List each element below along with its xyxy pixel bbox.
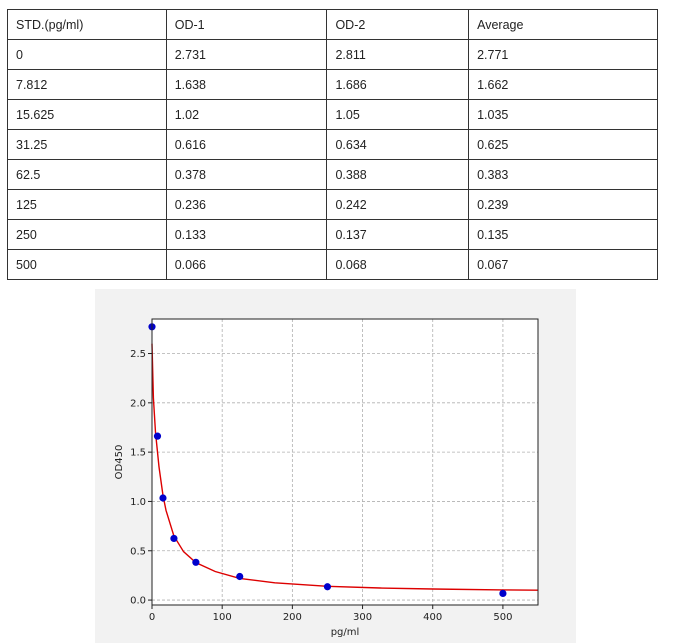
header-od2: OD-2 bbox=[326, 9, 470, 40]
table-row: 62.5 0.378 0.388 0.383 bbox=[7, 159, 658, 190]
cell-std: 62.5 bbox=[7, 159, 167, 190]
standard-curve-table: STD.(pg/ml) OD-1 OD-2 Average 0 2.731 2.… bbox=[7, 9, 658, 280]
x-tick-label: 0 bbox=[149, 612, 155, 623]
x-tick-label: 200 bbox=[283, 612, 302, 623]
table-row: 7.812 1.638 1.686 1.662 bbox=[7, 69, 658, 100]
y-tick-label: 0.5 bbox=[130, 546, 146, 557]
cell-average: 0.383 bbox=[468, 159, 658, 190]
cell-average: 0.067 bbox=[468, 249, 658, 280]
data-point bbox=[159, 494, 167, 502]
table-header-row: STD.(pg/ml) OD-1 OD-2 Average bbox=[7, 9, 658, 40]
cell-od1: 0.378 bbox=[165, 159, 328, 190]
cell-od2: 0.634 bbox=[326, 129, 470, 160]
data-point bbox=[499, 589, 507, 598]
table-row: 15.625 1.02 1.05 1.035 bbox=[7, 99, 658, 130]
fit-curve-layer bbox=[151, 343, 539, 591]
fit-curve-line bbox=[151, 343, 539, 591]
data-point bbox=[192, 558, 200, 566]
cell-std: 125 bbox=[7, 189, 167, 220]
cell-od2: 1.686 bbox=[326, 69, 470, 100]
x-tick-label: 100 bbox=[213, 612, 232, 623]
cell-od2: 0.388 bbox=[326, 159, 470, 190]
chart-svg: 0 100 200 300 400 500 0.0 0.5 1.0 1.5 2.0 2.5 pg/ml… bbox=[114, 318, 539, 638]
data-points-layer bbox=[148, 323, 507, 598]
table-row: 125 0.236 0.242 0.239 bbox=[7, 189, 658, 220]
plot-area bbox=[152, 319, 538, 605]
cell-average: 2.771 bbox=[468, 39, 658, 70]
y-axis-label: OD450 bbox=[114, 445, 125, 480]
x-tick-label: 500 bbox=[493, 612, 512, 623]
cell-od2: 0.242 bbox=[326, 189, 470, 220]
x-tick-label: 400 bbox=[423, 612, 442, 623]
table-row: 31.25 0.616 0.634 0.625 bbox=[7, 129, 658, 160]
cell-average: 1.662 bbox=[468, 69, 658, 100]
cell-od1: 0.133 bbox=[165, 219, 328, 250]
data-point bbox=[236, 572, 244, 581]
cell-od2: 1.05 bbox=[326, 99, 470, 130]
table-row: 500 0.066 0.068 0.067 bbox=[7, 249, 658, 280]
cell-od1: 2.731 bbox=[165, 39, 328, 70]
y-tick-label: 0.0 bbox=[130, 596, 146, 607]
y-tick-label: 2.0 bbox=[130, 398, 146, 409]
data-point bbox=[153, 432, 162, 440]
cell-average: 0.239 bbox=[468, 189, 658, 220]
cell-od1: 0.236 bbox=[165, 189, 328, 220]
plot-frame bbox=[151, 318, 539, 606]
axes-layer: 0 100 200 300 400 500 0.0 0.5 1.0 1.5 2.0 2.5 bbox=[130, 349, 512, 623]
data-point bbox=[323, 583, 332, 591]
header-od1: OD-1 bbox=[165, 9, 328, 40]
data-point bbox=[170, 534, 178, 543]
standard-curve-chart: 0 100 200 300 400 500 0.0 0.5 1.0 1.5 2.0 2.5 pg/ml… bbox=[95, 289, 576, 643]
header-average: Average bbox=[468, 9, 658, 40]
header-std: STD.(pg/ml) bbox=[7, 9, 167, 40]
cell-od2: 0.137 bbox=[326, 219, 470, 250]
cell-std: 15.625 bbox=[7, 99, 167, 130]
cell-od2: 0.068 bbox=[326, 249, 470, 280]
cell-std: 7.812 bbox=[7, 69, 167, 100]
cell-average: 1.035 bbox=[468, 99, 658, 130]
cell-od1: 0.066 bbox=[165, 249, 328, 280]
table-row: 0 2.731 2.811 2.771 bbox=[7, 39, 658, 70]
cell-std: 250 bbox=[7, 219, 167, 250]
x-axis-label: pg/ml bbox=[331, 627, 360, 638]
table-row: 250 0.133 0.137 0.135 bbox=[7, 219, 658, 250]
cell-average: 0.625 bbox=[468, 129, 658, 160]
y-tick-label: 1.0 bbox=[130, 497, 146, 508]
cell-od1: 0.616 bbox=[165, 129, 328, 160]
y-tick-label: 1.5 bbox=[130, 448, 146, 459]
cell-od2: 2.811 bbox=[326, 39, 470, 70]
chart-grid bbox=[151, 319, 538, 605]
cell-od1: 1.02 bbox=[165, 99, 328, 130]
cell-std: 0 bbox=[7, 39, 167, 70]
cell-std: 500 bbox=[7, 249, 167, 280]
cell-average: 0.135 bbox=[468, 219, 658, 250]
x-tick-label: 300 bbox=[353, 612, 372, 623]
y-tick-label: 2.5 bbox=[130, 349, 146, 360]
cell-std: 31.25 bbox=[7, 129, 167, 160]
cell-od1: 1.638 bbox=[165, 69, 328, 100]
